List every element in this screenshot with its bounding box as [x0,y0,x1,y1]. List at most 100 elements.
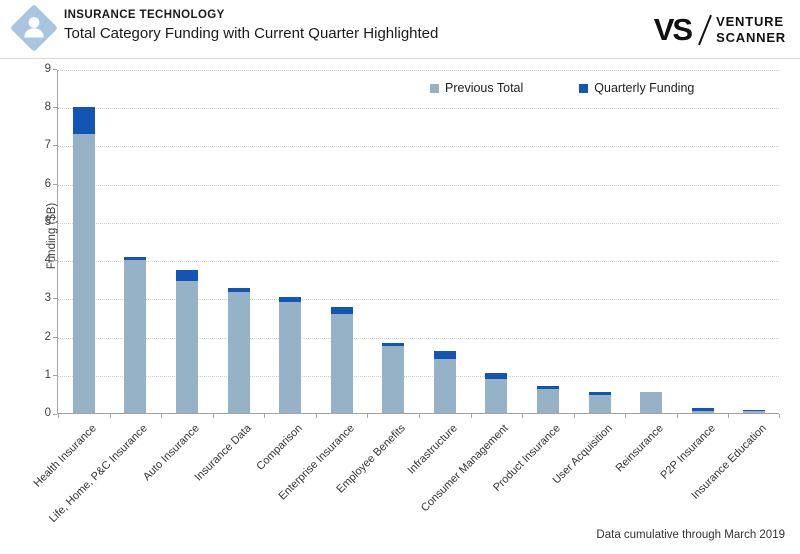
x-category-label: Infrastructure [405,422,460,477]
bar-segment-quarterly [279,296,302,302]
x-category-label: Comparison [254,422,305,473]
x-tick-mark [676,414,678,418]
y-tick-label: 3 [44,292,51,305]
x-category-label: Auto Insurance [140,422,202,484]
x-tick-mark [161,414,163,418]
x-category-label: Employee Benefits [334,422,408,496]
x-tick-mark [625,414,627,418]
y-tick-mark [53,69,57,70]
x-tick-mark [264,414,266,418]
bar-segment-quarterly [72,107,95,134]
legend-label-quarterly: Quarterly Funding [594,81,695,95]
x-tick-mark [522,414,524,418]
legend-item-previous-total: Previous Total [430,81,523,95]
y-tick-mark [53,260,57,262]
bar-segment-previous [227,291,250,413]
y-tick-label: 4 [44,254,51,267]
bar-segment-previous [536,388,559,413]
bar-segment-previous [485,378,508,413]
bar-segment-previous [72,133,95,413]
y-tick-mark [53,298,57,300]
bar-segment-previous [382,346,405,413]
bar-segment-previous [640,392,663,413]
person-diamond-icon [11,5,57,51]
y-gridline [58,108,779,110]
bar-segment-previous [433,359,456,413]
x-category-label: Enterprise Insurance [276,422,357,503]
legend-item-quarterly-funding: Quarterly Funding [579,81,694,95]
y-tick-label: 6 [44,177,51,190]
x-tick-mark [779,414,780,418]
y-tick-mark [53,107,57,109]
y-tick-mark [53,336,57,338]
logo-name-line2: SCANNER [716,30,786,45]
bar-segment-previous [124,260,147,413]
bar-segment-previous [279,301,302,413]
y-tick-label: 9 [44,63,51,75]
y-tick-mark [53,183,57,185]
x-tick-mark [315,414,317,418]
y-tick-mark [53,221,57,223]
funding-chart: Funding ($B) Previous Total Quarterly Fu… [0,60,800,554]
venture-scanner-logo: VS VENTURE SCANNER [654,13,786,47]
y-tick-label: 2 [44,330,51,343]
bar-segment-previous [175,281,198,413]
bar-segment-quarterly [227,287,250,292]
report-kicker: INSURANCE TECHNOLOGY [64,9,225,21]
bar-segment-quarterly [743,410,766,412]
bar-segment-quarterly [330,307,353,315]
bar-segment-previous [588,395,611,413]
x-category-label: Product Insurance [491,422,563,494]
x-tick-mark [419,414,420,418]
x-category-label: Consumer Management [419,422,512,515]
y-tick-mark [53,145,57,147]
bar-segment-quarterly [433,351,456,360]
bar-segment-quarterly [588,392,611,396]
y-gridline [58,70,779,71]
y-gridline [58,146,779,148]
y-tick-label: 8 [44,101,51,114]
x-category-label: Life, Home, P&C Insurance [47,422,151,526]
logo-slash-icon [696,13,713,47]
y-tick-label: 5 [44,215,51,228]
x-tick-mark [728,414,730,418]
x-tick-mark [58,414,59,418]
bar-segment-quarterly [124,257,147,261]
x-category-label: Insurance Education [689,422,769,502]
chart-legend: Previous Total Quarterly Funding [430,81,694,95]
logo-name-line1: VENTURE [716,13,784,29]
y-tick-mark [53,374,57,376]
x-category-label: User Acquisition [550,422,615,487]
x-tick-mark [212,414,214,418]
y-gridline [58,375,779,377]
y-tick-label: 7 [44,139,51,152]
bar-segment-quarterly [382,343,405,347]
y-gridline [58,337,779,339]
x-category-label: Reinsurance [613,422,666,475]
bar-segment-previous [330,314,353,413]
bar-segment-quarterly [175,270,198,282]
bar-segment-previous [743,411,766,413]
plot-area: Funding ($B) Previous Total Quarterly Fu… [31,63,780,525]
x-tick-mark [367,414,369,418]
report-header: INSURANCE TECHNOLOGY Total Category Fund… [0,0,800,59]
legend-label-previous: Previous Total [445,81,524,95]
x-tick-mark [470,414,472,418]
legend-swatch-previous [430,83,439,93]
bar-segment-quarterly [536,385,559,389]
y-tick-label: 0 [44,407,51,419]
x-category-label: Insurance Data [192,422,254,484]
data-cumulative-note: Data cumulative through March 2019 [596,529,785,541]
x-tick-mark [573,414,575,418]
y-tick-mark [53,414,57,415]
legend-swatch-quarterly [579,83,589,93]
bar-segment-quarterly [691,408,714,412]
y-gridline [58,184,779,186]
bar-segment-previous [691,411,714,413]
logo-monogram: VS [653,11,693,47]
y-gridline [58,299,779,301]
bar-segment-quarterly [485,372,508,379]
y-tick-label: 1 [44,368,51,381]
y-gridline [58,261,779,263]
y-gridline [58,222,779,224]
